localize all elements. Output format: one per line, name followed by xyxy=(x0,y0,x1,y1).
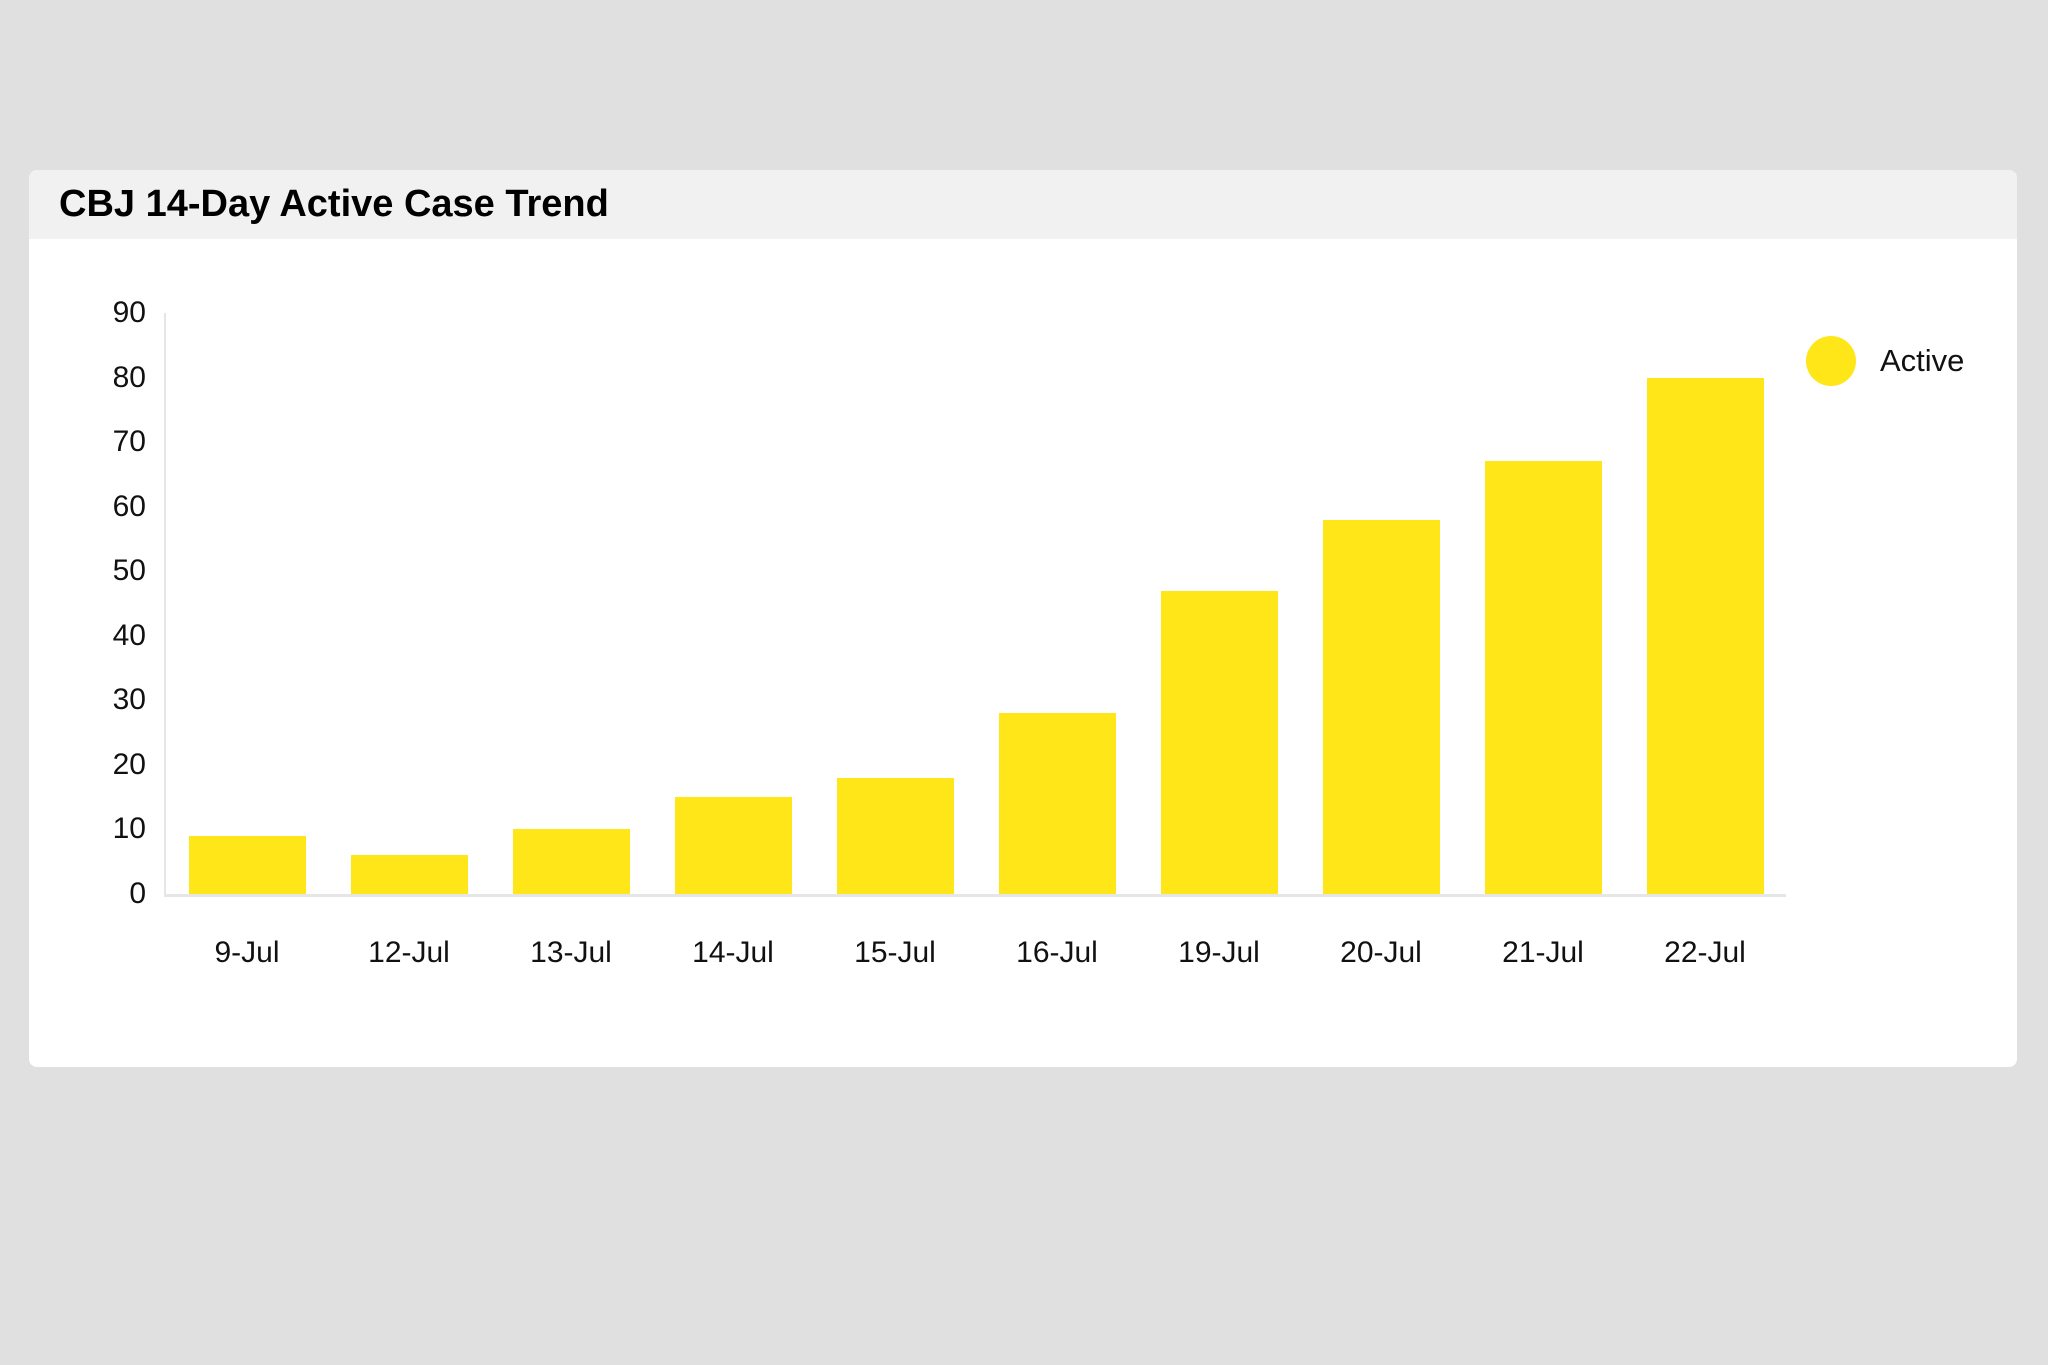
x-axis-tick-label: 15-Jul xyxy=(854,936,936,969)
x-axis-tick-label: 13-Jul xyxy=(530,936,612,969)
x-axis-tick-label: 16-Jul xyxy=(1016,936,1098,969)
bar-12-Jul[interactable] xyxy=(350,855,468,894)
bar-20-Jul[interactable] xyxy=(1322,519,1440,894)
y-axis-tick-label: 80 xyxy=(112,360,146,394)
y-axis-tick-label: 10 xyxy=(112,812,146,846)
y-axis-tick-label: 0 xyxy=(129,877,146,910)
legend-swatch-circle xyxy=(1806,336,1856,386)
bar-21-Jul[interactable] xyxy=(1484,461,1602,894)
bar-9-Jul[interactable] xyxy=(188,835,306,894)
y-axis-tick-label: 30 xyxy=(112,683,146,717)
x-axis-tick-label: 21-Jul xyxy=(1502,936,1584,969)
bar-13-Jul[interactable] xyxy=(512,829,630,894)
x-axis-tick-label: 12-Jul xyxy=(368,936,450,969)
bar-22-Jul[interactable] xyxy=(1646,377,1764,894)
y-axis-tick-label: 60 xyxy=(112,489,146,523)
bar-14-Jul[interactable] xyxy=(674,797,792,894)
y-axis-tick-label: 40 xyxy=(112,618,146,652)
y-axis-tick-label: 50 xyxy=(112,554,146,588)
y-axis-line xyxy=(164,313,166,894)
bar-19-Jul[interactable] xyxy=(1160,590,1278,894)
x-axis-line xyxy=(164,894,1786,897)
y-axis-tick-label: 20 xyxy=(112,747,146,781)
bar-15-Jul[interactable] xyxy=(836,777,954,894)
chart-title-bar: CBJ 14-Day Active Case Trend xyxy=(29,170,2017,239)
legend-label: Active xyxy=(1880,343,1965,378)
x-axis-tick-label: 22-Jul xyxy=(1664,936,1746,969)
y-axis-tick-label: 90 xyxy=(112,296,146,329)
chart-legend: Active xyxy=(1806,336,1964,386)
x-axis-tick-label: 9-Jul xyxy=(214,936,280,969)
x-axis-tick-label: 14-Jul xyxy=(692,936,774,969)
bar-16-Jul[interactable] xyxy=(998,713,1116,894)
x-axis-tick-label: 20-Jul xyxy=(1340,936,1422,969)
y-axis-tick-label: 70 xyxy=(112,425,146,459)
chart-title: CBJ 14-Day Active Case Trend xyxy=(59,183,609,225)
x-axis-tick-label: 19-Jul xyxy=(1178,936,1260,969)
